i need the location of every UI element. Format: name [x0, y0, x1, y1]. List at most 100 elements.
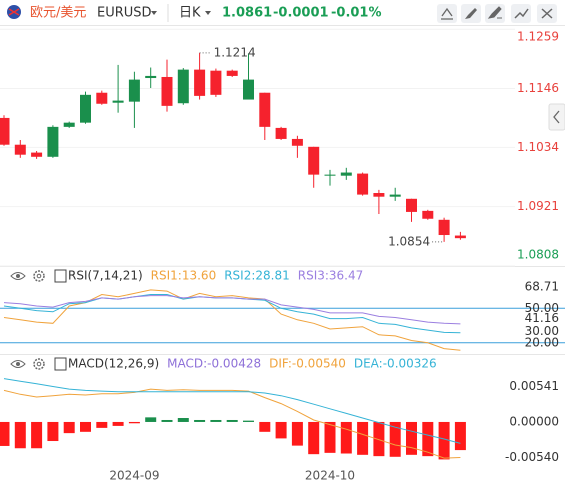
- candle-body: [422, 210, 434, 219]
- rsi-line: [3, 295, 461, 325]
- macd-bar: [454, 421, 466, 451]
- candle-body: [210, 70, 222, 95]
- y-tick-label: 1.1146: [517, 81, 559, 95]
- macd-pane-icons: [10, 357, 67, 371]
- candle-body: [161, 76, 173, 106]
- eye-icon[interactable]: [10, 272, 26, 280]
- tool-icon: [487, 6, 502, 19]
- eye-icon[interactable]: [10, 360, 26, 368]
- change: -0.0001: [273, 6, 329, 21]
- candle-body: [406, 198, 417, 212]
- macd-bar: [438, 421, 450, 460]
- candle-body: [438, 219, 450, 236]
- candle-body: [389, 194, 401, 197]
- legend-entry: DEA:-0.00326: [354, 357, 437, 371]
- check-icon[interactable]: [54, 269, 67, 283]
- pane-title: MACD(12,26,9): [68, 357, 159, 371]
- macd-bar: [0, 421, 10, 446]
- candle-body: [454, 235, 466, 239]
- tool-button[interactable]: [437, 4, 457, 23]
- macd-bar: [422, 421, 434, 457]
- eye-pupil: [16, 274, 20, 278]
- y-tick-label: 68.71: [525, 279, 559, 293]
- macd-bar: [128, 421, 140, 424]
- low-label: 1.0854: [388, 234, 430, 248]
- tool-icon: [465, 8, 477, 19]
- y-tick-label: 30.00: [525, 324, 559, 338]
- y-tick-label: 20.00: [525, 335, 559, 349]
- gear-icon[interactable]: [33, 270, 45, 282]
- tool-icon: [441, 7, 453, 20]
- pair-name[interactable]: 欧元/美元: [30, 6, 86, 21]
- candle-body: [194, 69, 206, 96]
- dropdown-arrow[interactable]: [151, 11, 157, 15]
- candle-body: [63, 122, 75, 127]
- gear-center: [36, 273, 42, 279]
- macd-line: [3, 388, 461, 459]
- y-tick-label: 1.0808: [517, 248, 559, 262]
- macd-bar: [389, 421, 401, 457]
- macd-bar: [406, 421, 417, 455]
- tool-buttons: [437, 4, 557, 23]
- macd-bar: [243, 420, 254, 422]
- legend-entry: MACD:-0.00428: [167, 357, 261, 371]
- candle-body: [226, 70, 238, 76]
- candle-body: [340, 172, 352, 176]
- rsi-line: [3, 294, 461, 334]
- candle-body: [14, 144, 26, 155]
- macd-bar: [14, 421, 26, 449]
- period[interactable]: 日K: [179, 6, 201, 21]
- candle-body: [275, 127, 287, 139]
- x-tick-label: 2024-10: [305, 469, 355, 483]
- macd-bar: [31, 421, 43, 449]
- rsi-pane-icons: [10, 269, 67, 283]
- y-tick-label: 1.0921: [517, 199, 559, 213]
- candle-body: [243, 79, 254, 100]
- y-tick-label: 1.1034: [517, 140, 559, 154]
- candle-body: [373, 193, 385, 197]
- y-tick-label: 50.00: [525, 301, 559, 315]
- y-tick-label: 0.00541: [509, 379, 559, 393]
- tool-icon: [541, 8, 553, 19]
- candle-body: [357, 173, 369, 195]
- collapse-icon: [553, 110, 560, 124]
- symbol[interactable]: EURUSD: [97, 6, 152, 21]
- macd-bar: [47, 421, 59, 442]
- pane-title: RSI(7,14,21): [68, 269, 143, 283]
- candle-body: [112, 100, 124, 103]
- change-pct: -0.01%: [331, 6, 382, 21]
- macd-bar: [308, 421, 320, 455]
- macd-bar: [80, 421, 91, 432]
- macd-bar: [194, 419, 206, 422]
- collapse-button[interactable]: [548, 103, 565, 131]
- candle-body: [128, 79, 140, 102]
- candle-body: [145, 75, 157, 79]
- legend-entry: DIF:-0.00540: [269, 357, 346, 371]
- y-tick-label: 41.16: [525, 311, 559, 325]
- x-tick-label: 2024-09: [109, 469, 159, 483]
- macd-bar: [259, 421, 271, 432]
- legend-entry: RSI2:28.81: [224, 269, 290, 283]
- candle-body: [80, 94, 91, 123]
- candle-body: [324, 174, 336, 176]
- legend-entry: RSI1:13.60: [151, 269, 217, 283]
- candle-body: [96, 92, 108, 104]
- candle-body: [308, 146, 320, 175]
- macd-bar: [340, 421, 352, 454]
- macd-bar: [226, 419, 238, 422]
- y-tick-label: 0.00000: [509, 414, 559, 428]
- macd-bar: [373, 421, 385, 457]
- candle-body: [47, 126, 59, 157]
- gear-icon[interactable]: [33, 358, 45, 370]
- dropdown-arrow[interactable]: [205, 11, 211, 15]
- y-tick-label: -0.00540: [505, 450, 559, 464]
- check-icon[interactable]: [54, 357, 67, 371]
- flag-icon-cross: [8, 8, 20, 16]
- macd-bar: [177, 418, 189, 422]
- eye-pupil: [16, 362, 20, 366]
- candle-body: [0, 117, 10, 145]
- macd-bar: [145, 417, 157, 422]
- tool-icon: [514, 8, 529, 19]
- rsi-line: [3, 289, 461, 351]
